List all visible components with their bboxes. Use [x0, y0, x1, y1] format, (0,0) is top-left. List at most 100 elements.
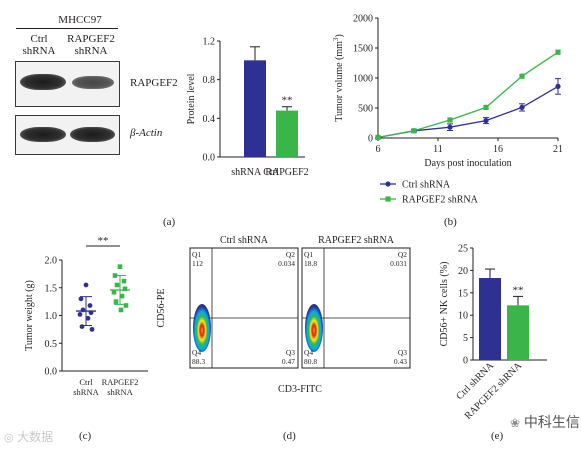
data-point	[483, 104, 489, 110]
y-tick-label: 20	[458, 266, 468, 277]
x-tick-label: RAPGEF2	[102, 377, 139, 387]
tumor-volume-chart: 0 500 1000 1500 2000 6 11 16 21 Days post inocula…	[332, 14, 563, 206]
data-point	[111, 289, 117, 295]
data-point	[114, 282, 120, 288]
data-point	[447, 117, 453, 123]
lane2-line2: shRNA	[74, 45, 108, 57]
significance-label: **	[513, 284, 524, 296]
series-line	[377, 85, 559, 139]
panel-a-caption: (a)	[163, 216, 176, 228]
plot-frame	[301, 247, 411, 369]
data-point	[411, 128, 417, 134]
y-tick-label: 1.0	[45, 311, 58, 322]
quadrant-label: Q3	[398, 348, 407, 357]
panel-c-caption: (c)	[79, 430, 92, 442]
x-tick-label: 11	[433, 144, 443, 155]
x-tick-label: 16	[493, 144, 503, 155]
data-point	[483, 118, 489, 124]
y-tick-label: 0.0	[45, 367, 58, 378]
panel-e-caption: (e)	[491, 430, 504, 442]
y-tick-label: 1.2	[203, 37, 216, 48]
legend-label: Ctrl shRNA	[402, 180, 451, 191]
rapgef2-band-ctrl	[20, 74, 66, 90]
bar	[479, 278, 501, 360]
y-tick-label: 0.0	[203, 153, 216, 164]
data-point	[83, 282, 89, 288]
quadrant-label: Q2	[398, 250, 407, 259]
blot-lane1-label: Ctrl shRNA	[14, 33, 64, 57]
actin-blot	[15, 115, 120, 155]
x-tick-label: RAPGEF2	[265, 167, 308, 178]
data-point	[89, 326, 95, 332]
bar	[244, 60, 266, 158]
y-tick-label: 0	[463, 356, 468, 367]
data-point	[79, 324, 85, 329]
wechat-icon: ❀	[510, 416, 524, 430]
quadrant-value: 0.47	[282, 357, 295, 366]
data-point	[118, 307, 124, 313]
y-tick-label: 1.5	[45, 283, 58, 294]
x-tick-label: 6	[376, 144, 381, 155]
data-point	[122, 286, 128, 292]
quadrant-value: 0.034	[278, 259, 295, 268]
rapgef2-blot	[15, 61, 120, 107]
lane2-line1: RAPGEF2	[67, 33, 115, 45]
y-tick-label: 10	[458, 311, 468, 322]
bar	[276, 110, 298, 157]
quadrant-value: 0.43	[394, 357, 407, 366]
x-tick-label: shRNA	[107, 387, 133, 397]
actin-blot-label: β-Actin	[130, 127, 163, 139]
data-point	[121, 278, 127, 284]
legend-label: RAPGEF2 shRNA	[402, 195, 479, 206]
y-tick-label: 0.5	[45, 339, 58, 350]
y-axis-label: Tumor weight (g)	[24, 280, 35, 351]
protein-level-chart: 0.0 0.4 0.8 1.2 Protein level shRNA CtrlRAPGE…	[186, 37, 309, 179]
data-point	[555, 49, 561, 55]
watermark-left-icon: ◎	[4, 431, 18, 444]
blot-lane2-label: RAPGEF2 shRNA	[62, 33, 120, 57]
quadrant-label: Q4	[192, 348, 201, 357]
bar	[507, 305, 529, 360]
data-point	[119, 293, 125, 299]
quadrant-value: 80.8	[304, 357, 317, 366]
quadrant-label: Q2	[286, 250, 295, 259]
x-tick-label: Ctrl	[79, 377, 93, 387]
cell-density-blob	[305, 304, 323, 352]
y-tick-label: 0	[368, 134, 373, 145]
y-tick-label: 1500	[353, 44, 373, 55]
legend-marker	[385, 181, 391, 187]
y-tick-label: 2000	[353, 14, 373, 25]
legend-marker	[385, 196, 391, 202]
data-point	[123, 303, 129, 308]
series-line	[377, 51, 559, 139]
quadrant-label: Q3	[286, 348, 295, 357]
data-point	[519, 104, 525, 110]
plot-frame	[189, 247, 299, 369]
x-axis-label: CD3-FITC	[278, 384, 322, 395]
y-axis-label: Tumor volume (mm3)	[332, 34, 345, 122]
x-tick-label: shRNA	[73, 387, 99, 397]
actin-band-kd	[70, 127, 115, 142]
quadrant-value: 88.3	[192, 357, 205, 366]
y-tick-label: 25	[458, 244, 468, 255]
data-point	[77, 311, 83, 317]
watermark-right: ❀ 中科生信	[510, 412, 580, 432]
lane1-line2: shRNA	[22, 45, 56, 57]
y-tick-label: 2.0	[45, 256, 58, 267]
blot-cell-line-label: MHCC97	[58, 14, 102, 26]
data-point	[85, 315, 91, 321]
quadrant-label: Q1	[304, 250, 313, 259]
panel-d-caption: (d)	[283, 430, 296, 442]
y-tick-label: 1000	[353, 74, 373, 85]
x-tick-label: shRNA Ctrl	[231, 167, 279, 178]
rapgef2-band-kd	[72, 76, 114, 89]
blot-header-divider	[16, 28, 118, 29]
lane1-line1: Ctrl	[30, 33, 48, 45]
quadrant-label: Q4	[304, 348, 313, 357]
data-point	[519, 73, 525, 79]
panel-b-caption: (b)	[444, 216, 457, 228]
significance-label: **	[282, 95, 293, 107]
y-tick-label: 5	[463, 333, 468, 344]
plot-title: Ctrl shRNA	[220, 235, 269, 246]
data-point	[78, 296, 84, 302]
